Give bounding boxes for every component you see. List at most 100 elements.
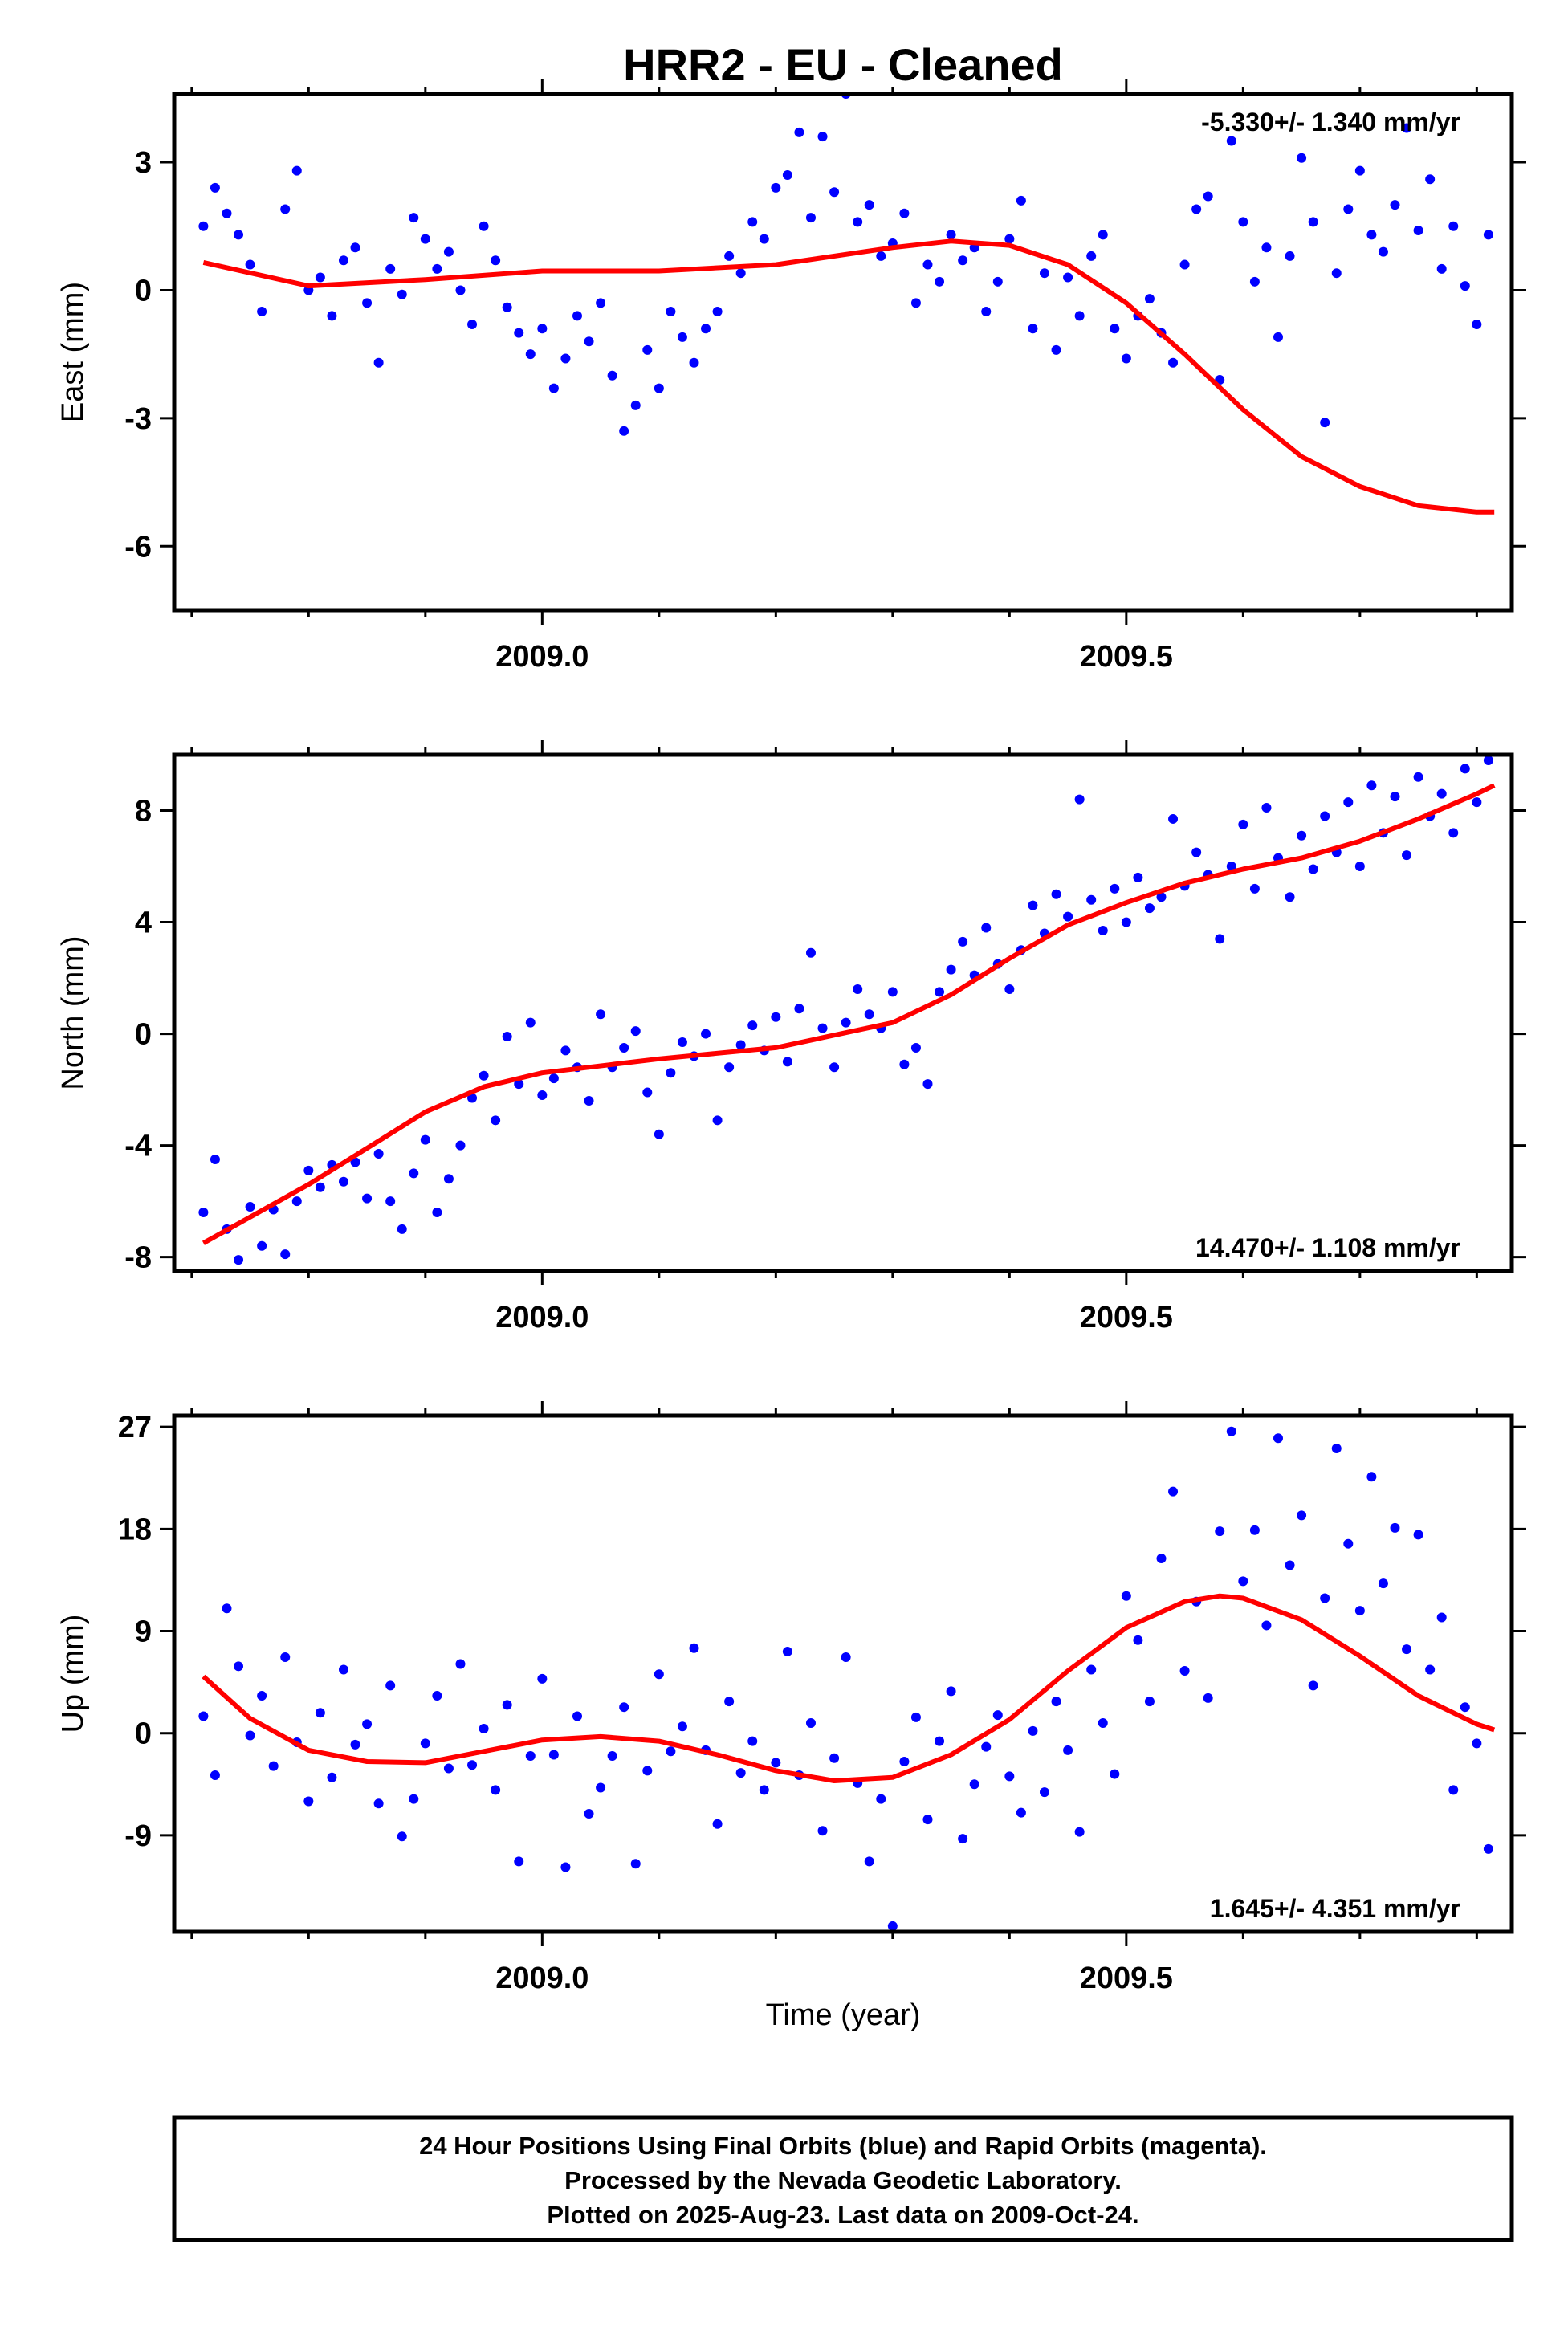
data-point	[560, 353, 571, 364]
data-point	[1285, 1560, 1295, 1570]
y-tick-label: -3	[124, 402, 152, 436]
data-point	[619, 1702, 629, 1713]
data-point	[1472, 797, 1482, 808]
data-point	[1215, 1526, 1225, 1537]
data-point	[958, 1834, 968, 1844]
data-point	[1261, 242, 1272, 253]
data-point	[327, 311, 337, 321]
rate-annotation: 14.470+/- 1.108 mm/yr	[1195, 1233, 1460, 1262]
panel-1: 2009.0 2009.5 3 0 -3 -6 East (mm) -5.330+/- 1.3…	[56, 79, 1526, 674]
data-point	[1098, 230, 1108, 240]
plot-frame	[172, 1413, 1514, 1934]
data-point	[1156, 892, 1167, 902]
data-point	[1320, 418, 1330, 428]
data-point	[467, 1093, 478, 1103]
data-point	[1063, 911, 1073, 922]
x-tick-label: 2009.0	[495, 640, 589, 674]
data-point	[373, 1149, 384, 1159]
data-point	[303, 1796, 314, 1807]
data-point	[853, 984, 863, 994]
data-point	[1039, 1787, 1049, 1798]
data-point	[771, 1758, 781, 1768]
data-point	[630, 1026, 641, 1037]
data-point	[958, 255, 968, 266]
data-point	[234, 230, 244, 240]
data-point	[385, 263, 396, 274]
data-point	[654, 383, 664, 393]
y-tick-label: 4	[135, 906, 152, 940]
data-point	[1110, 324, 1120, 334]
data-point	[502, 1700, 512, 1710]
data-point	[1366, 780, 1377, 791]
data-point	[759, 1785, 769, 1795]
data-point	[467, 319, 478, 329]
data-point	[514, 328, 524, 338]
data-point	[1121, 353, 1131, 364]
data-point	[350, 242, 360, 253]
data-point	[385, 1680, 396, 1691]
data-point	[1179, 259, 1190, 270]
data-point	[455, 285, 466, 295]
data-point	[596, 1782, 606, 1793]
data-point	[491, 255, 501, 266]
data-point	[1144, 1697, 1155, 1707]
x-tick-label: 2009.5	[1080, 640, 1173, 674]
data-point	[794, 1004, 804, 1014]
data-point	[841, 1652, 851, 1663]
data-point	[280, 204, 291, 214]
y-tick-label: -4	[124, 1130, 152, 1163]
data-point	[1448, 828, 1459, 838]
data-point	[1320, 1593, 1330, 1603]
data-point	[1390, 792, 1400, 802]
data-point	[455, 1659, 466, 1669]
data-point	[596, 1009, 606, 1020]
data-point	[1297, 1510, 1307, 1521]
panels-group: 2009.0 2009.5 3 0 -3 -6 East (mm) -5.330+/- 1.3…	[56, 79, 1526, 1995]
data-point	[1098, 925, 1108, 935]
data-point	[689, 1643, 699, 1653]
data-point	[630, 400, 641, 410]
data-point	[735, 1768, 746, 1778]
data-point	[817, 1826, 828, 1836]
data-point	[1133, 1635, 1143, 1645]
data-point	[432, 1208, 442, 1218]
data-point	[537, 1090, 548, 1101]
data-point	[981, 923, 992, 933]
data-point	[630, 1859, 641, 1869]
data-point	[1168, 357, 1179, 368]
data-point	[1472, 1738, 1482, 1749]
data-point	[619, 1042, 629, 1053]
data-point	[1168, 813, 1179, 824]
data-point	[210, 182, 220, 193]
data-point	[747, 1020, 758, 1031]
data-point	[782, 169, 792, 180]
data-point	[1086, 894, 1097, 905]
data-point	[946, 1686, 956, 1697]
data-point	[1238, 819, 1248, 829]
data-point	[432, 263, 442, 274]
data-point	[1121, 1591, 1131, 1601]
data-point	[1004, 984, 1015, 994]
data-point	[338, 1664, 348, 1675]
footer-box: 24 Hour Positions Using Final Orbits (bl…	[172, 2115, 1514, 2242]
data-point	[1004, 1771, 1015, 1782]
data-point	[268, 1761, 279, 1771]
footer-frame	[172, 2115, 1514, 2242]
y-tick-label: -9	[124, 1819, 152, 1853]
data-point	[771, 182, 781, 193]
data-point	[338, 255, 348, 266]
data-point	[935, 987, 945, 997]
data-point	[502, 1032, 512, 1042]
y-tick-label: -6	[124, 530, 152, 564]
data-point	[443, 246, 454, 257]
data-point	[1215, 934, 1225, 944]
data-point	[969, 1779, 979, 1790]
data-point	[397, 1224, 407, 1234]
data-point	[654, 1669, 664, 1680]
data-point	[1483, 1843, 1493, 1854]
data-point	[1086, 251, 1097, 261]
data-point	[958, 936, 968, 947]
data-point	[864, 1009, 874, 1020]
data-point	[853, 217, 863, 227]
